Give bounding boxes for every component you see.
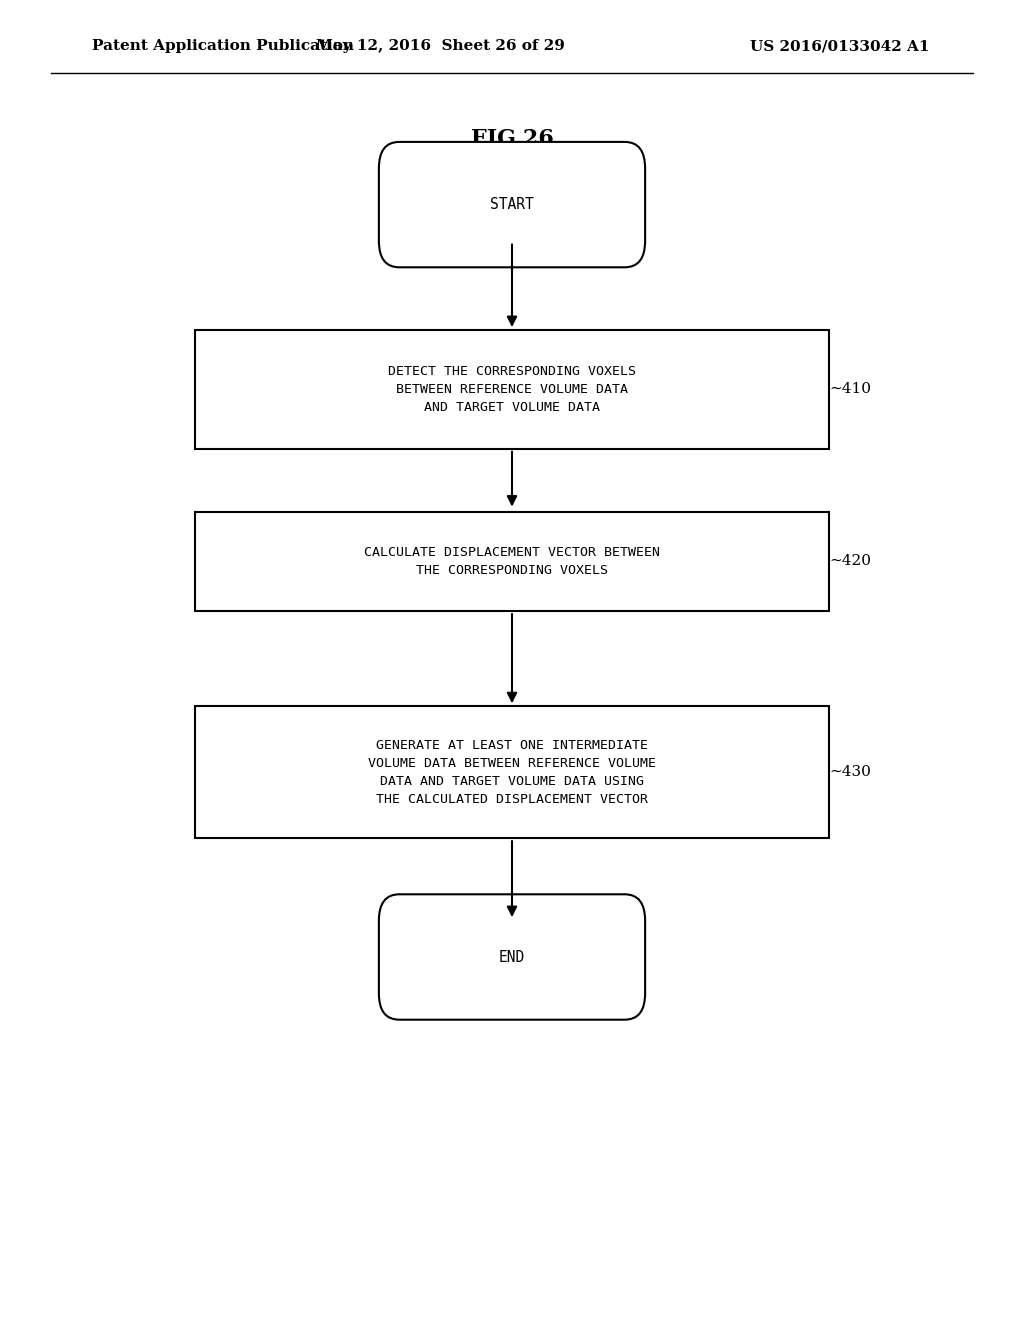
Text: Patent Application Publication: Patent Application Publication <box>92 40 354 53</box>
Text: ∼430: ∼430 <box>829 766 871 779</box>
Text: GENERATE AT LEAST ONE INTERMEDIATE
VOLUME DATA BETWEEN REFERENCE VOLUME
DATA AND: GENERATE AT LEAST ONE INTERMEDIATE VOLUM… <box>368 739 656 805</box>
FancyBboxPatch shape <box>379 895 645 1019</box>
Text: May 12, 2016  Sheet 26 of 29: May 12, 2016 Sheet 26 of 29 <box>315 40 565 53</box>
Text: CALCULATE DISPLACEMENT VECTOR BETWEEN
THE CORRESPONDING VOXELS: CALCULATE DISPLACEMENT VECTOR BETWEEN TH… <box>364 545 660 577</box>
Text: FIG.26: FIG.26 <box>471 128 553 149</box>
Text: US 2016/0133042 A1: US 2016/0133042 A1 <box>750 40 930 53</box>
Bar <box>195 706 829 838</box>
Bar <box>195 511 829 610</box>
Text: ∼410: ∼410 <box>829 383 871 396</box>
FancyBboxPatch shape <box>379 143 645 267</box>
Text: DETECT THE CORRESPONDING VOXELS
BETWEEN REFERENCE VOLUME DATA
AND TARGET VOLUME : DETECT THE CORRESPONDING VOXELS BETWEEN … <box>388 364 636 414</box>
Text: END: END <box>499 949 525 965</box>
Text: ∼420: ∼420 <box>829 554 871 568</box>
Text: START: START <box>490 197 534 213</box>
Bar <box>195 330 829 449</box>
